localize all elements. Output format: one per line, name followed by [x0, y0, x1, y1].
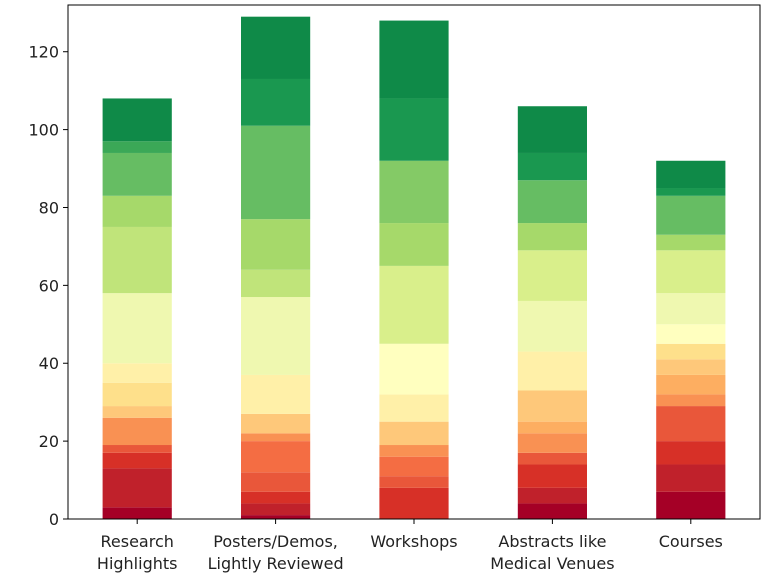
bar-segment-2-7	[379, 421, 449, 446]
x-tick-label-line: Courses	[659, 532, 723, 551]
x-tick-label-line: Highlights	[97, 554, 178, 573]
bar-segment-3-0	[517, 503, 587, 519]
x-tick-label-line: Medical Venues	[490, 554, 614, 573]
bar-segment-2-15	[379, 160, 449, 224]
bar-segment-0-5	[102, 417, 172, 446]
bar-segment-0-3	[102, 445, 172, 453]
bar-segment-1-7	[241, 413, 311, 434]
x-tick-label: Courses	[659, 532, 723, 551]
bar-segment-3-11	[517, 300, 587, 352]
bar-segment-2-10	[379, 343, 449, 395]
bar-segment-3-19	[517, 106, 587, 153]
bar-segment-3-14	[517, 223, 587, 251]
bar-segment-3-7	[517, 390, 587, 422]
bar-segment-1-14	[241, 219, 311, 270]
bar-segment-1-3	[241, 472, 311, 492]
bar-segment-4-16	[656, 195, 726, 235]
x-tick-label-line: Research	[101, 532, 174, 551]
bar-segment-3-16	[517, 180, 587, 224]
bar-segment-4-7	[656, 359, 726, 375]
bar-segment-2-9	[379, 394, 449, 422]
bar-segment-3-3	[517, 452, 587, 465]
bar-segment-4-1	[656, 464, 726, 492]
bar-segment-4-8	[656, 343, 726, 360]
bar-segment-4-19	[656, 160, 726, 189]
bar-segment-3-6	[517, 421, 587, 434]
bars-group	[102, 16, 726, 519]
bar-segment-0-19	[102, 98, 172, 142]
x-tick-label: Research Highlights	[97, 532, 178, 573]
bar-segment-1-5	[241, 433, 311, 442]
bar-segment-0-2	[102, 452, 172, 469]
bar-segment-1-19	[241, 16, 311, 79]
bar-segment-0-8	[102, 382, 172, 407]
bar-segment-1-18	[241, 78, 311, 126]
x-tick-label-line: Lightly Reviewed	[208, 554, 344, 573]
bar-segment-0-13	[102, 226, 172, 294]
x-tick-label: Workshops	[370, 532, 457, 551]
bar-segment-0-11	[102, 293, 172, 364]
bar-segment-0-16	[102, 152, 172, 196]
bar-segment-0-17	[102, 141, 172, 153]
bar-segment-2-19	[379, 20, 449, 99]
bar-segment-2-12	[379, 265, 449, 344]
bar-segment-2-18	[379, 98, 449, 161]
x-tick-label: Abstracts like Medical Venues	[490, 532, 614, 573]
bar-segment-3-1	[517, 487, 587, 504]
bar-segment-1-11	[241, 297, 311, 375]
x-axis: Research Highlights Posters/Demos, Lightly …	[97, 519, 723, 573]
bar-segment-2-5	[379, 445, 449, 457]
bar-segment-1-13	[241, 269, 311, 298]
x-tick-label: Posters/Demos, Lightly Reviewed	[208, 532, 344, 573]
y-tick-label: 20	[39, 432, 59, 451]
y-tick-label: 80	[39, 198, 59, 217]
bar-segment-1-1	[241, 503, 311, 516]
y-tick-label: 100	[28, 121, 59, 140]
bar-segment-2-3	[379, 476, 449, 488]
bar-segment-0-14	[102, 195, 172, 227]
bar-segment-3-9	[517, 351, 587, 391]
x-tick-label-line: Workshops	[370, 532, 457, 551]
bar-segment-0-1	[102, 468, 172, 508]
bar-segment-4-2	[656, 441, 726, 465]
bar-segment-2-14	[379, 223, 449, 266]
bar-segment-3-18	[517, 152, 587, 181]
bar-segment-2-2	[379, 487, 449, 519]
bar-segment-2-4	[379, 456, 449, 477]
y-tick-label: 120	[28, 43, 59, 62]
bar-segment-3-5	[517, 433, 587, 453]
bar-segment-4-12	[656, 250, 726, 294]
y-tick-label: 0	[49, 510, 59, 529]
bar-segment-1-16	[241, 125, 311, 220]
x-tick-label-line: Abstracts like	[498, 532, 606, 551]
bar-segment-1-0	[241, 515, 311, 519]
bar-segment-4-18	[656, 188, 726, 196]
bar-segment-4-3	[656, 406, 726, 442]
bar-segment-0-0	[102, 507, 172, 519]
bar-segment-4-11	[656, 293, 726, 325]
bar-segment-0-7	[102, 406, 172, 418]
y-axis: 0 20 40 60 80 100 120	[28, 43, 68, 529]
bar-segment-1-4	[241, 441, 311, 473]
bar-segment-0-9	[102, 363, 172, 383]
bar-segment-3-12	[517, 250, 587, 301]
bar-segment-4-5	[656, 394, 726, 407]
bar-segment-1-9	[241, 374, 311, 414]
y-tick-label: 60	[39, 276, 59, 295]
bar-segment-4-6	[656, 374, 726, 395]
bar-segment-4-10	[656, 324, 726, 344]
bar-segment-4-0	[656, 491, 726, 519]
x-tick-label-line: Posters/Demos,	[213, 532, 338, 551]
y-tick-label: 40	[39, 354, 59, 373]
bar-segment-1-2	[241, 491, 311, 504]
bar-segment-3-2	[517, 464, 587, 488]
bar-segment-4-14	[656, 234, 726, 251]
